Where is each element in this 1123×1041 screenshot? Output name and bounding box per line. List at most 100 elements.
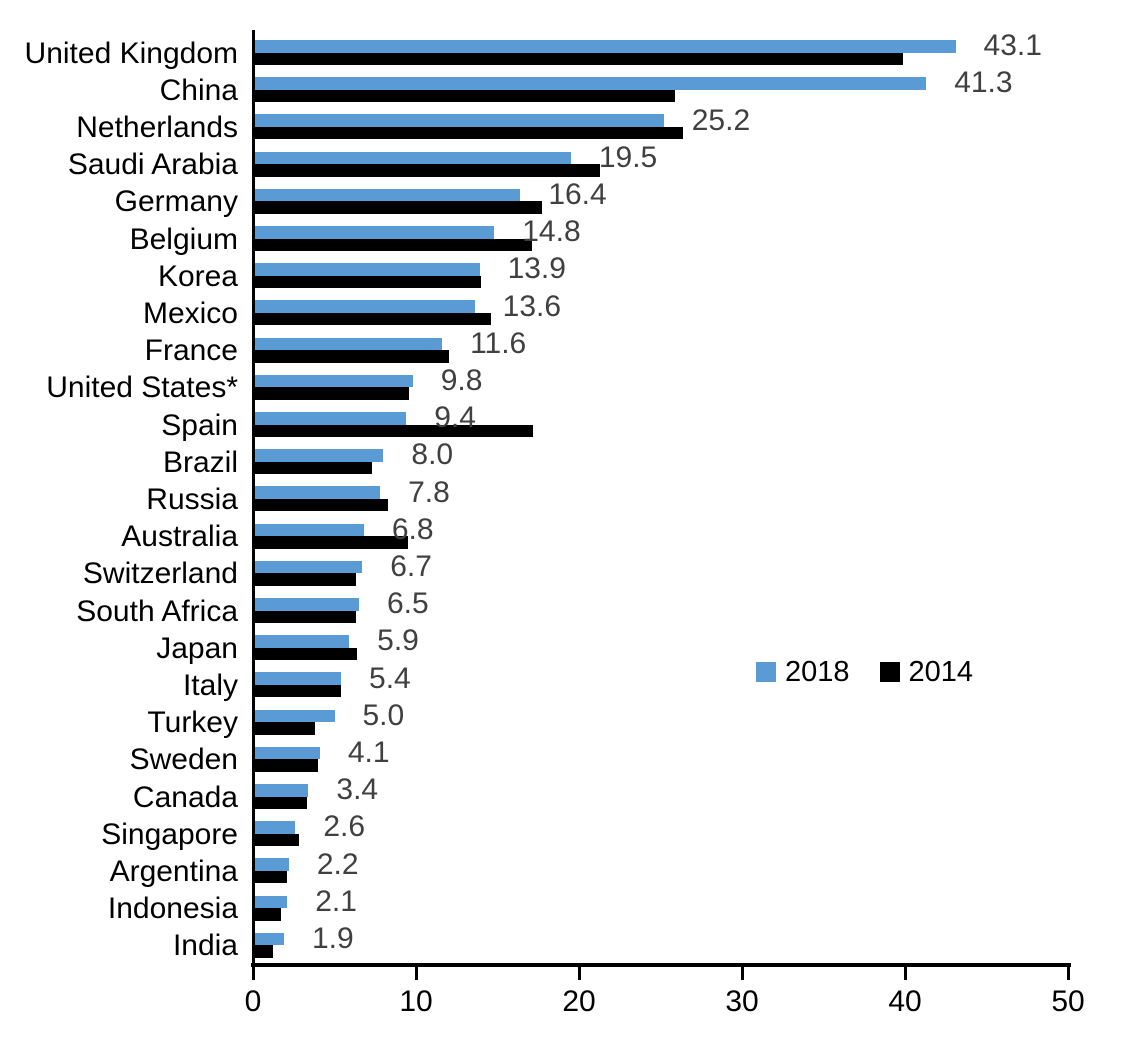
bar-2018: [253, 226, 495, 239]
bar-2014: [253, 89, 676, 103]
bar-2018: [253, 672, 342, 685]
value-label: 43.1: [983, 29, 1042, 63]
bar-2014: [253, 833, 299, 847]
category-label: Netherlands: [76, 111, 238, 144]
bar-2014: [253, 52, 904, 65]
value-label: 11.6: [470, 326, 527, 360]
bar-2014: [253, 870, 288, 884]
category-label: Canada: [132, 780, 238, 814]
value-label: 41.3: [954, 66, 1013, 100]
x-tick-label: 50: [1051, 985, 1085, 1018]
x-tick-mark: [414, 967, 418, 980]
category-label: South Africa: [76, 594, 238, 628]
value-label: 6.7: [390, 550, 432, 584]
bar-2018: [253, 449, 384, 462]
bar-2014: [253, 461, 372, 475]
bar-2018: [253, 598, 359, 611]
bar-2018: [253, 77, 927, 90]
value-label: 2.2: [316, 847, 359, 881]
x-tick-label: 30: [725, 985, 759, 1018]
x-axis-line: [251, 963, 1071, 967]
category-label: Switzerland: [82, 557, 238, 591]
value-label: 7.8: [408, 475, 450, 509]
category-label: Saudi Arabia: [67, 148, 238, 182]
legend-swatch-2014-icon: [879, 662, 900, 682]
bar-2018: [253, 784, 309, 797]
category-label: Japan: [156, 631, 238, 665]
bar-2014: [253, 126, 684, 140]
value-label: 9.4: [434, 401, 476, 435]
category-label: Sweden: [129, 743, 238, 777]
bar-2014: [253, 275, 482, 289]
category-label: Korea: [157, 259, 238, 293]
bar-2014: [253, 536, 408, 549]
bar-2014: [253, 610, 356, 623]
value-label: 13.9: [507, 252, 566, 286]
value-label: 2.1: [315, 884, 357, 918]
category-label: Belgium: [129, 222, 238, 256]
bar-2014: [253, 796, 307, 809]
bar-2014: [253, 945, 273, 958]
x-tick-label: 40: [888, 985, 922, 1018]
bar-2014: [253, 908, 281, 921]
value-label: 2.6: [323, 810, 366, 844]
bar-2018: [253, 151, 571, 165]
legend-label-2014: 2014: [908, 656, 974, 688]
value-label: 1.9: [311, 922, 354, 956]
bar-2014: [253, 498, 389, 512]
value-label: 5.0: [362, 698, 405, 732]
bar-2014: [253, 424, 534, 437]
bar-2018: [253, 412, 407, 425]
value-label: 4.1: [347, 736, 390, 770]
value-label: 3.4: [336, 773, 379, 807]
category-label: Argentina: [109, 855, 238, 888]
value-label: 6.5: [386, 587, 429, 621]
x-tick-mark: [740, 967, 744, 980]
bar-2018: [253, 746, 320, 760]
category-label: Indonesia: [107, 892, 238, 926]
bar-2014: [253, 201, 542, 214]
bar-2014: [253, 387, 410, 400]
category-label: United States*: [46, 371, 238, 405]
bar-2014: [253, 759, 319, 772]
x-tick-label: 20: [562, 985, 596, 1018]
bar-2018: [253, 821, 296, 834]
bar-2014: [253, 164, 601, 177]
bar-2014: [253, 647, 358, 661]
value-label: 5.9: [377, 624, 419, 658]
value-label: 5.4: [369, 661, 411, 695]
bar-2018: [253, 337, 443, 351]
x-tick-mark: [251, 967, 255, 980]
legend-item-2018: 2018: [756, 654, 850, 690]
bar-2018: [253, 523, 364, 537]
bar-2018: [253, 709, 335, 723]
bar-2018: [253, 635, 350, 648]
legend-label-2018: 2018: [785, 656, 850, 688]
bar-2014: [253, 238, 532, 251]
bar-2018: [253, 486, 381, 499]
bar-2018: [253, 858, 289, 871]
legend-swatch-2018-icon: [756, 662, 776, 682]
category-label: Australia: [121, 520, 238, 554]
legend: 2018 2014: [756, 654, 973, 690]
x-tick-mark: [577, 967, 581, 980]
bar-2014: [253, 312, 491, 326]
category-label: Turkey: [147, 706, 238, 740]
y-axis-line: [252, 30, 255, 967]
value-label: 16.4: [548, 178, 607, 212]
category-label: Brazil: [162, 445, 238, 479]
bar-2014: [253, 684, 342, 698]
bar-2018: [253, 263, 480, 276]
category-label: Mexico: [142, 297, 238, 330]
bar-2018: [253, 560, 363, 574]
bar-2018: [253, 300, 475, 313]
category-label: China: [159, 73, 238, 107]
value-label: 14.8: [522, 215, 581, 249]
bar-2018: [253, 114, 664, 127]
value-label: 25.2: [691, 103, 751, 137]
bar-2018: [253, 40, 956, 53]
bar-2018: [253, 374, 413, 388]
x-tick-mark: [1066, 967, 1070, 980]
x-tick-mark: [903, 967, 907, 980]
